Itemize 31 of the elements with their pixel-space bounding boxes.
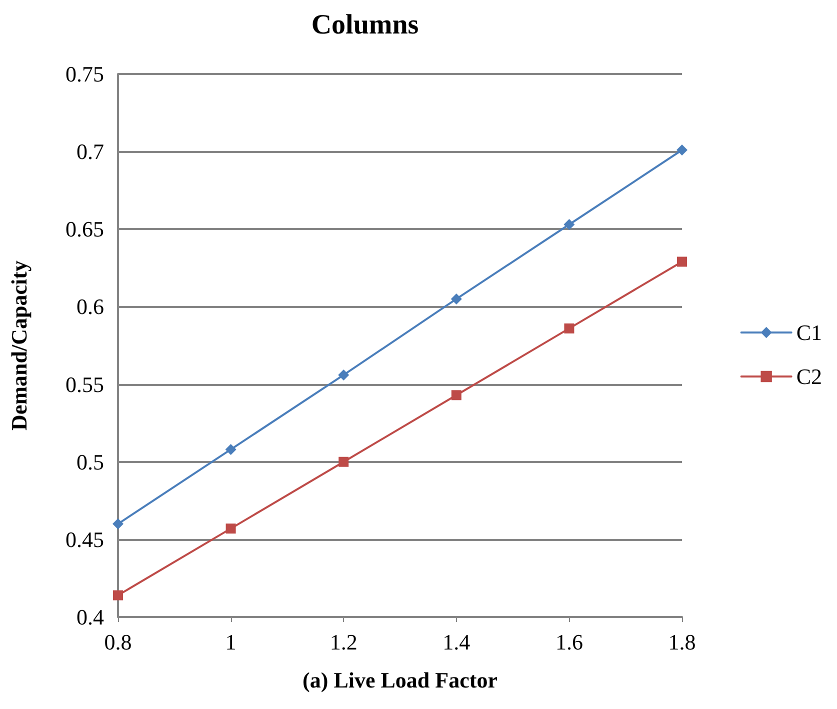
point (226, 524, 236, 534)
x-tick-label: 0.8 (104, 630, 132, 654)
point (113, 590, 123, 600)
point (677, 256, 687, 267)
y-tick-label: 0.55 (66, 372, 104, 397)
y-tick-label: 0.45 (66, 526, 104, 552)
x-axis-title: (a) Live Load Factor (302, 668, 498, 692)
x-tick-label: 1.4 (442, 630, 470, 654)
point (225, 444, 236, 455)
point (112, 518, 124, 530)
y-tick-label: 0.6 (76, 294, 104, 320)
point (676, 144, 688, 156)
y-tick-label: 0.5 (76, 449, 104, 474)
y-tick-label: 0.75 (66, 62, 104, 86)
x-tick-label: 1.8 (668, 630, 696, 654)
point (450, 293, 462, 304)
x-tick-label: 1.2 (330, 630, 358, 654)
x-tick-label: 1.6 (555, 630, 583, 654)
point (564, 323, 574, 334)
legend-label: C1 (796, 320, 822, 345)
point (564, 218, 575, 230)
legend-label: C2 (796, 364, 822, 389)
point (338, 369, 350, 380)
point (338, 456, 349, 467)
y-axis-title: Demand/Capacity (6, 260, 32, 430)
x-tick-label: 1 (225, 630, 236, 654)
y-tick-label: 0.7 (76, 139, 104, 164)
y-tick-label: 0.65 (66, 216, 104, 242)
point (451, 390, 462, 400)
chart-title: Columns (311, 10, 419, 40)
y-tick-label: 0.4 (76, 604, 104, 630)
